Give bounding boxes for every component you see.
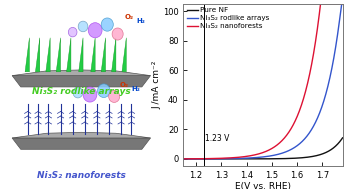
- Pure NF: [291, 157, 295, 160]
- Pure NF: [181, 158, 185, 160]
- Ni₃S₂ rodlike arrays: [308, 130, 312, 132]
- Polygon shape: [56, 38, 61, 72]
- Text: O₂: O₂: [119, 82, 128, 88]
- Circle shape: [101, 18, 113, 31]
- Y-axis label: J /mA cm⁻²: J /mA cm⁻²: [152, 61, 161, 109]
- Polygon shape: [66, 38, 71, 72]
- Polygon shape: [91, 38, 95, 72]
- Ni₃S₂ rodlike arrays: [181, 158, 185, 160]
- Circle shape: [112, 28, 123, 40]
- Ni₃S₂ nanoforests: [308, 70, 312, 72]
- Ni₃S₂ nanoforests: [306, 83, 310, 85]
- Circle shape: [83, 87, 97, 102]
- Pure NF: [306, 156, 310, 158]
- Text: H₂: H₂: [137, 18, 146, 24]
- Ni₃S₂ rodlike arrays: [252, 157, 256, 159]
- Line: Ni₃S₂ nanoforests: Ni₃S₂ nanoforests: [183, 4, 343, 159]
- Ni₃S₂ nanoforests: [318, 3, 322, 5]
- Circle shape: [68, 27, 77, 37]
- Text: Ni₃S₂ rodlike arrays: Ni₃S₂ rodlike arrays: [32, 88, 131, 97]
- X-axis label: E(V vs. RHE): E(V vs. RHE): [235, 182, 291, 189]
- Polygon shape: [122, 38, 126, 72]
- Circle shape: [88, 23, 102, 38]
- Text: O₂: O₂: [125, 14, 134, 20]
- Ni₃S₂ nanoforests: [246, 155, 250, 157]
- Pure NF: [246, 158, 250, 160]
- Circle shape: [98, 84, 110, 98]
- Polygon shape: [12, 132, 151, 138]
- Ni₃S₂ rodlike arrays: [340, 3, 345, 5]
- Polygon shape: [12, 76, 151, 87]
- Text: 1.23 V: 1.23 V: [205, 134, 229, 143]
- Ni₃S₂ nanoforests: [340, 3, 345, 5]
- Pure NF: [198, 158, 202, 160]
- Ni₃S₂ rodlike arrays: [306, 134, 310, 137]
- Ni₃S₂ rodlike arrays: [339, 3, 344, 5]
- Polygon shape: [12, 70, 151, 76]
- Pure NF: [340, 137, 345, 139]
- Text: H₂: H₂: [131, 86, 140, 92]
- Polygon shape: [36, 38, 40, 72]
- Pure NF: [308, 156, 312, 158]
- Polygon shape: [25, 38, 29, 72]
- Polygon shape: [111, 38, 116, 72]
- Circle shape: [109, 90, 120, 102]
- Line: Ni₃S₂ rodlike arrays: Ni₃S₂ rodlike arrays: [183, 4, 343, 159]
- Legend: Pure NF, Ni₃S₂ rodlike arrays, Ni₃S₂ nanoforests: Pure NF, Ni₃S₂ rodlike arrays, Ni₃S₂ nan…: [185, 6, 271, 31]
- Ni₃S₂ nanoforests: [252, 154, 256, 156]
- Ni₃S₂ rodlike arrays: [198, 158, 202, 160]
- Polygon shape: [46, 38, 50, 72]
- Polygon shape: [12, 138, 151, 149]
- Ni₃S₂ nanoforests: [181, 158, 185, 160]
- Polygon shape: [79, 38, 83, 72]
- Ni₃S₂ rodlike arrays: [246, 157, 250, 159]
- Ni₃S₂ nanoforests: [291, 125, 295, 127]
- Circle shape: [73, 87, 83, 98]
- Circle shape: [78, 21, 88, 32]
- Polygon shape: [101, 38, 106, 72]
- Ni₃S₂ rodlike arrays: [291, 147, 295, 150]
- Pure NF: [252, 158, 256, 160]
- Text: Ni₃S₂ nanoforests: Ni₃S₂ nanoforests: [37, 171, 126, 180]
- Line: Pure NF: Pure NF: [183, 138, 343, 159]
- Ni₃S₂ nanoforests: [198, 158, 202, 160]
